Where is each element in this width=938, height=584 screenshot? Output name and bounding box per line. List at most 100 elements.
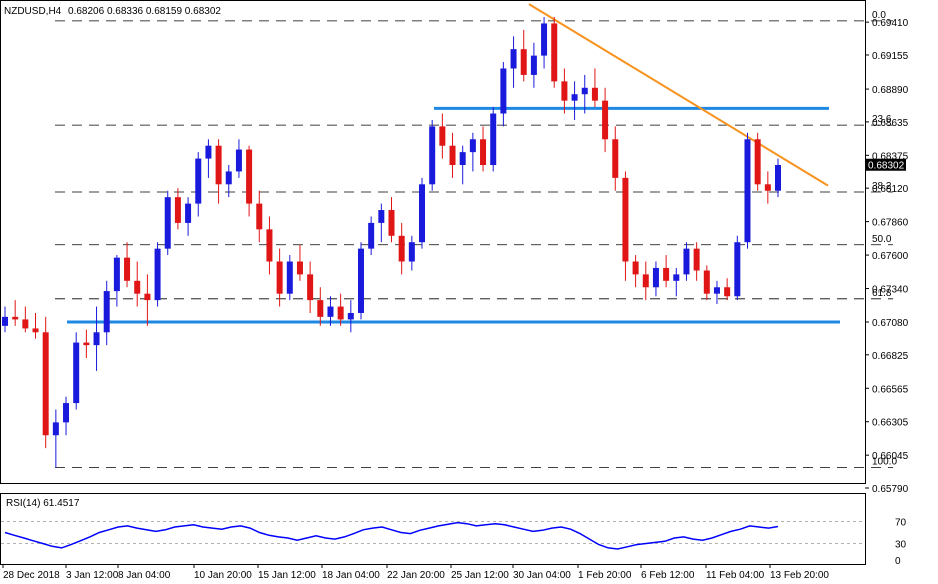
- rsi-plot-frame: [0, 493, 866, 565]
- candle-body: [541, 23, 548, 56]
- candle: [307, 261, 314, 313]
- candle-body: [683, 248, 690, 275]
- candle: [368, 216, 375, 256]
- candle-body: [642, 274, 649, 288]
- candle: [32, 312, 39, 339]
- candle: [602, 87, 609, 153]
- y-tick-label: 0.67080: [872, 318, 909, 329]
- candle: [764, 171, 771, 204]
- candle-body: [235, 149, 242, 172]
- candle-body: [612, 139, 619, 178]
- candle-body: [775, 164, 781, 191]
- candle: [357, 242, 364, 320]
- candle: [52, 409, 59, 468]
- y-tick-label: 0.66045: [872, 451, 909, 462]
- candle-body: [327, 306, 334, 317]
- rsi-tick-label: 30: [895, 540, 907, 551]
- candle: [12, 300, 19, 326]
- candle: [724, 278, 731, 301]
- candle-body: [205, 145, 212, 159]
- y-tick-label: 0.65790: [872, 484, 909, 495]
- candle: [93, 306, 100, 371]
- candle-body: [622, 177, 629, 262]
- candle: [663, 255, 670, 288]
- candle-body: [754, 139, 761, 185]
- candle: [185, 197, 192, 236]
- candle-body: [296, 261, 303, 275]
- y-tick-label: 0.68890: [872, 85, 909, 96]
- candle: [429, 119, 436, 191]
- candle-body: [419, 184, 426, 243]
- y-tick-label: 0.67860: [872, 218, 909, 229]
- candle-body: [2, 316, 8, 326]
- current-price-label: 0.68302: [868, 161, 905, 172]
- candle-body: [286, 261, 293, 294]
- candle-body: [164, 197, 171, 249]
- candle-body: [63, 403, 70, 423]
- candle: [459, 145, 466, 185]
- candle: [571, 81, 578, 120]
- candle: [469, 132, 476, 172]
- candle-body: [510, 49, 517, 69]
- candle: [378, 203, 385, 243]
- candle: [581, 74, 588, 114]
- y-tick-label: 0.66565: [872, 384, 909, 395]
- candle-body: [225, 171, 232, 185]
- x-tick-label: 1 Feb 20:00: [578, 570, 632, 581]
- y-tick-label: 0.68375: [872, 151, 909, 162]
- candle-body: [276, 261, 283, 294]
- candle-body: [764, 184, 771, 191]
- fib-label: 38.2: [872, 181, 892, 192]
- candle-body: [591, 87, 598, 101]
- candle: [317, 287, 324, 326]
- candle-body: [439, 126, 446, 146]
- x-tick-label: 25 Jan 12:00: [451, 570, 509, 581]
- candle: [124, 242, 131, 288]
- candle-body: [571, 94, 578, 101]
- candle-body: [724, 287, 731, 297]
- candle: [703, 265, 710, 301]
- x-tick-label: 22 Jan 20:00: [387, 570, 445, 581]
- candle: [530, 42, 537, 88]
- candle-body: [530, 55, 537, 75]
- candle: [622, 171, 629, 281]
- trendline: [528, 3, 829, 187]
- candle-body: [42, 332, 49, 436]
- y-tick-label: 0.66825: [872, 351, 909, 362]
- candle-body: [246, 149, 253, 204]
- candle: [500, 62, 507, 127]
- candle-body: [52, 422, 59, 436]
- candle-body: [602, 100, 609, 140]
- candle-body: [520, 49, 527, 75]
- candle-body: [490, 113, 497, 165]
- candle-body: [663, 267, 670, 281]
- candle-body: [12, 316, 19, 320]
- candle: [235, 139, 242, 178]
- rsi-tick-label: 0: [895, 556, 901, 567]
- candle: [205, 139, 212, 178]
- symbol-label: NZDUSD,H4: [4, 6, 62, 17]
- candle: [246, 145, 253, 217]
- candle: [134, 261, 141, 307]
- candle-body: [744, 139, 751, 243]
- candle: [642, 261, 649, 301]
- candle-body: [388, 210, 395, 236]
- candle: [754, 132, 761, 191]
- candle: [541, 17, 548, 69]
- candle-body: [632, 261, 639, 275]
- candle: [174, 188, 181, 230]
- chart-header: NZDUSD,H4 0.68206 0.68336 0.68159 0.6830…: [4, 6, 221, 17]
- candle-body: [429, 126, 436, 185]
- fib-label: 61.8: [872, 288, 892, 299]
- candle-body: [357, 248, 364, 313]
- candle-body: [73, 342, 80, 404]
- x-tick-label: 30 Jan 04:00: [513, 570, 571, 581]
- candle-body: [103, 291, 110, 333]
- candle: [734, 235, 741, 301]
- y-tick-label: 0.68635: [872, 118, 909, 129]
- candle-body: [469, 139, 476, 153]
- candle: [42, 316, 49, 449]
- candle-body: [673, 274, 680, 281]
- rsi-tick-label: 70: [895, 518, 907, 529]
